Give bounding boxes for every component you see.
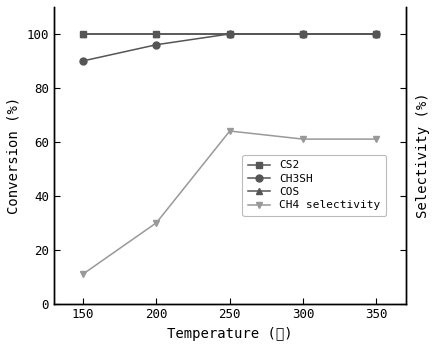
Y-axis label: Selectivity (%): Selectivity (%) — [416, 93, 430, 218]
CH4 selectivity — [374, 137, 379, 141]
CS2 — [80, 32, 86, 36]
COS — [154, 32, 159, 36]
Y-axis label: Conversion (%): Conversion (%) — [7, 97, 21, 214]
X-axis label: Temperature (℃): Temperature (℃) — [167, 327, 292, 341]
CH3SH — [154, 42, 159, 47]
CH4 selectivity — [300, 137, 305, 141]
CH4 selectivity — [154, 221, 159, 225]
CH3SH — [227, 32, 232, 36]
Line: CH3SH: CH3SH — [80, 30, 380, 64]
COS — [227, 32, 232, 36]
CH4 selectivity — [80, 272, 86, 276]
Line: COS: COS — [80, 30, 380, 37]
Line: CH4 selectivity: CH4 selectivity — [80, 128, 380, 277]
COS — [80, 32, 86, 36]
Legend: CS2, CH3SH, COS, CH4 selectivity: CS2, CH3SH, COS, CH4 selectivity — [243, 155, 386, 216]
COS — [300, 32, 305, 36]
CH3SH — [374, 32, 379, 36]
CS2 — [227, 32, 232, 36]
CH3SH — [300, 32, 305, 36]
CS2 — [300, 32, 305, 36]
CH4 selectivity — [227, 129, 232, 133]
COS — [374, 32, 379, 36]
Line: CS2: CS2 — [80, 30, 380, 37]
CH3SH — [80, 59, 86, 63]
CS2 — [154, 32, 159, 36]
CS2 — [374, 32, 379, 36]
